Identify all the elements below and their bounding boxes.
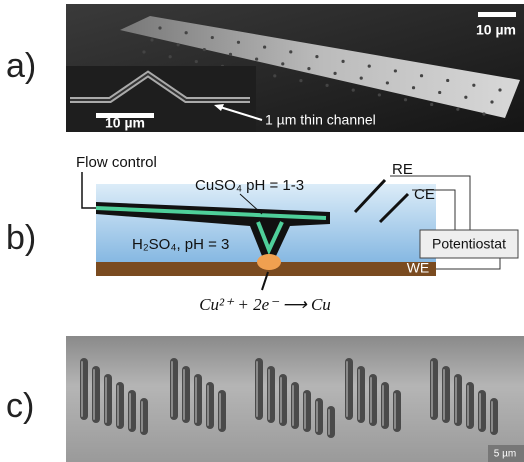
hole (281, 62, 284, 65)
electrode-label: RE (392, 161, 413, 178)
pillar-highlight (455, 377, 457, 423)
hole (185, 31, 188, 34)
hole (158, 26, 161, 29)
pillar-highlight (382, 385, 384, 426)
scale-label: 10 µm (105, 115, 145, 131)
label: Potentiostat (432, 236, 506, 252)
hole (341, 60, 344, 63)
hole (273, 74, 276, 77)
scale-label: 5 µm (494, 449, 516, 460)
hole (498, 88, 501, 91)
wire (436, 258, 500, 269)
electrode-label: WE (407, 260, 430, 276)
hole (472, 84, 475, 87)
panel-label: c) (6, 387, 34, 425)
hole (490, 100, 493, 103)
hole (195, 60, 198, 63)
pillar-highlight (358, 369, 360, 420)
electrode-label: CE (414, 186, 435, 203)
label: CuSO₄ pH = 1-3 (195, 177, 304, 194)
hole (142, 50, 145, 53)
hole (150, 38, 153, 41)
hole (229, 53, 232, 56)
pillar-highlight (105, 377, 107, 423)
pillar-highlight (195, 377, 197, 423)
pillar-highlight (304, 393, 306, 429)
pillar-highlight (141, 401, 143, 432)
hole (289, 50, 292, 53)
hole (169, 55, 172, 58)
copper-deposit (257, 254, 281, 270)
hole (263, 45, 266, 48)
pillar-highlight (207, 385, 209, 426)
pillar-highlight (491, 401, 493, 432)
hole (430, 103, 433, 106)
arrow (82, 172, 96, 208)
pillar-highlight (171, 361, 173, 417)
hole (299, 79, 302, 82)
hole (203, 48, 206, 51)
equation: Cu²⁺ + 2e⁻ ⟶ Cu (199, 295, 331, 314)
hole (360, 77, 363, 80)
hole (404, 98, 407, 101)
pillar-highlight (117, 385, 119, 426)
hole (307, 67, 310, 70)
hole (394, 69, 397, 72)
hole (325, 84, 328, 87)
hole (368, 65, 371, 68)
pillar-highlight (81, 361, 83, 417)
hole (211, 36, 214, 39)
hole (378, 93, 381, 96)
hole (412, 86, 415, 89)
pillar-highlight (443, 369, 445, 420)
hole (438, 91, 441, 94)
hole (177, 43, 180, 46)
pillar-highlight (292, 385, 294, 426)
pillar-highlight (431, 361, 433, 417)
pillar-highlight (93, 369, 95, 420)
pillar-highlight (370, 377, 372, 423)
hole (420, 74, 423, 77)
pillar-highlight (328, 409, 330, 435)
panel-label: a) (6, 47, 36, 85)
scale-label: 10 µm (476, 22, 516, 38)
pillar-highlight (129, 393, 131, 429)
pillar-highlight (183, 369, 185, 420)
hole (315, 55, 318, 58)
hole (386, 81, 389, 84)
hole (446, 79, 449, 82)
pillar-highlight (346, 361, 348, 417)
hole (333, 72, 336, 75)
hole (482, 112, 485, 115)
pillar-highlight (394, 393, 396, 429)
pillar-highlight (219, 393, 221, 429)
hole (237, 41, 240, 44)
hole (464, 96, 467, 99)
pillar-highlight (479, 393, 481, 429)
hole (255, 57, 258, 60)
panel-label: b) (6, 219, 36, 257)
scale-bar (478, 12, 516, 17)
pillar-highlight (256, 361, 258, 417)
hole (352, 89, 355, 92)
annotation: 1 µm thin channel (265, 112, 376, 128)
label: H₂SO₄, pH = 3 (132, 236, 229, 253)
label: Flow control (76, 154, 157, 171)
pillar-highlight (316, 401, 318, 432)
pillar-highlight (280, 377, 282, 423)
hole (456, 108, 459, 111)
figure: a) 10 µm 10 µm 1 µm thin channel b) WE F… (0, 0, 524, 462)
pillar-highlight (467, 385, 469, 426)
pillar-highlight (268, 369, 270, 420)
